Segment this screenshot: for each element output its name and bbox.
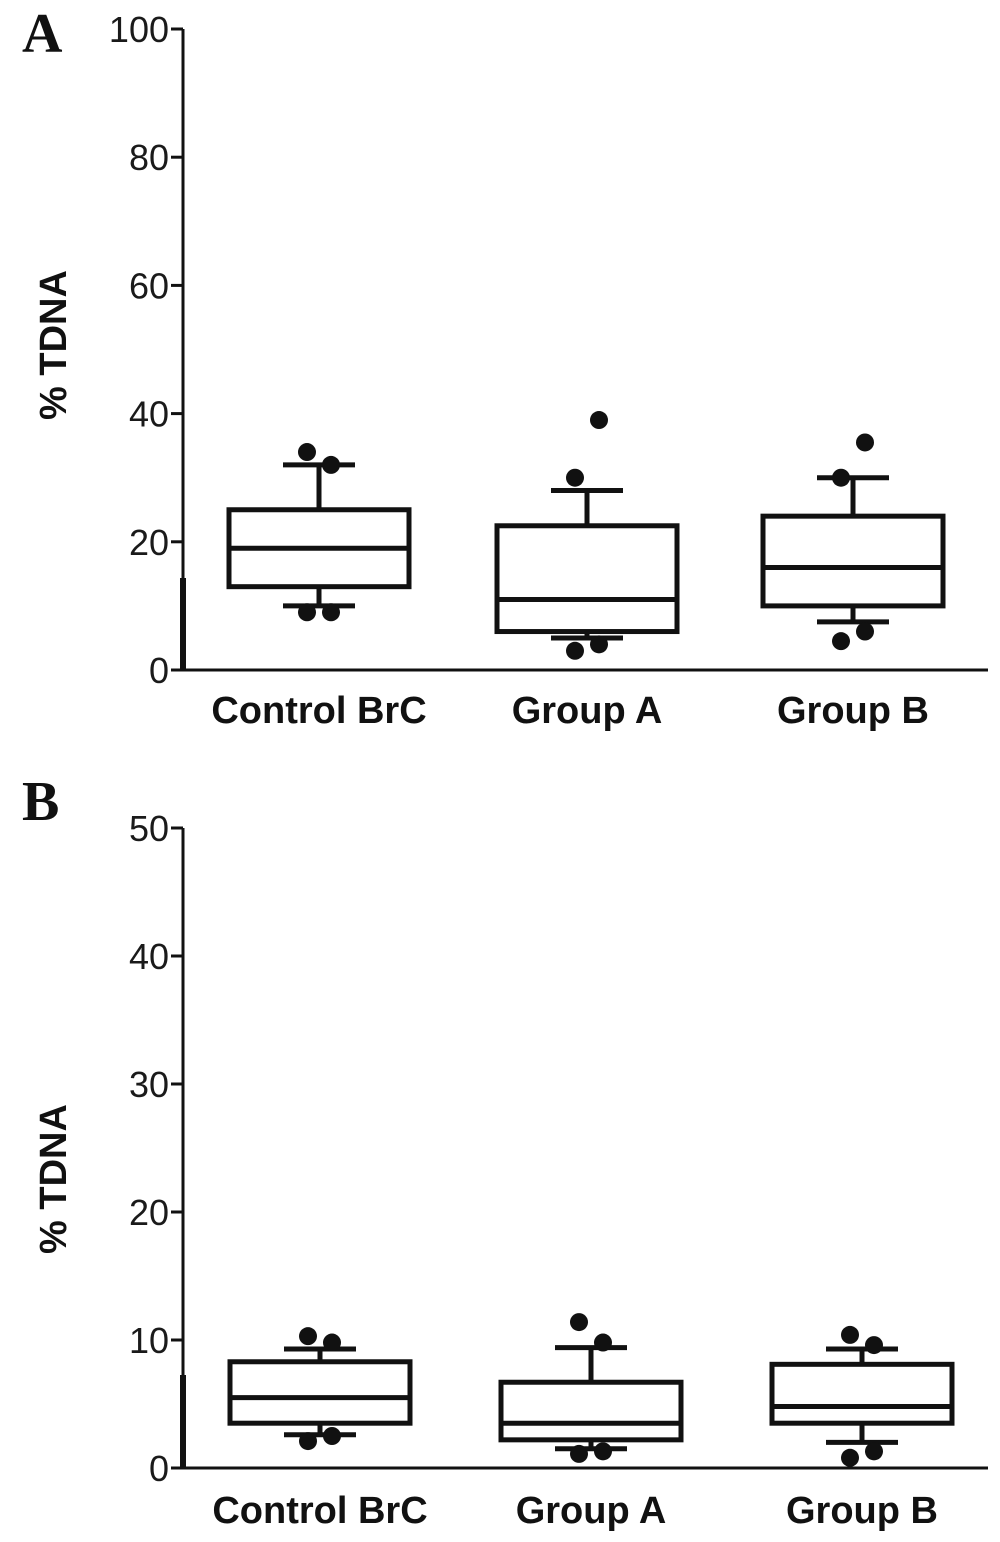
chart-panel-b: B % TDNA 0 10 20 30 40 50 Control BrC Group A Grou… bbox=[0, 771, 1000, 1542]
y-tick-label: 0 bbox=[149, 1448, 169, 1489]
outlier-point bbox=[856, 433, 874, 452]
outlier-point bbox=[299, 1327, 317, 1346]
box-plot-1 bbox=[494, 411, 680, 660]
outlier-point bbox=[323, 1427, 341, 1445]
x-tick-label: Group A bbox=[516, 1490, 667, 1532]
outlier-point bbox=[832, 632, 850, 651]
outlier-point bbox=[570, 1444, 588, 1463]
y-tick-label: 50 bbox=[129, 808, 169, 849]
x-tick-label: Group B bbox=[777, 690, 929, 732]
outlier-point bbox=[594, 1442, 612, 1461]
y-tick-label: 20 bbox=[129, 522, 169, 563]
chart-a-svg: A % TDNA 0 20 40 60 80 100 Control BrC Group A Gro… bbox=[22, 3, 988, 732]
outlier-point bbox=[566, 468, 584, 487]
box-plot-1 bbox=[498, 1313, 684, 1463]
iqr-box bbox=[769, 1361, 955, 1426]
x-tick-label: Group A bbox=[512, 690, 663, 732]
y-axis-label: % TDNA bbox=[33, 1104, 75, 1254]
outlier-point bbox=[566, 641, 584, 660]
x-tick-label: Control BrC bbox=[211, 690, 426, 732]
chart-b-svg: B % TDNA 0 10 20 30 40 50 Control BrC Group A Grou… bbox=[22, 771, 988, 1532]
outlier-point bbox=[322, 455, 340, 474]
outlier-point bbox=[856, 622, 874, 641]
panel-label: B bbox=[22, 771, 59, 833]
outlier-point bbox=[298, 603, 316, 622]
x-tick-label: Control BrC bbox=[212, 1490, 427, 1532]
outlier-point bbox=[298, 443, 316, 462]
y-tick-label: 60 bbox=[129, 265, 169, 306]
y-tick-label: 0 bbox=[149, 650, 169, 691]
outlier-point bbox=[841, 1448, 859, 1467]
box-plot-2 bbox=[769, 1325, 955, 1467]
chart-panel-a: A % TDNA 0 20 40 60 80 100 Control BrC Group A Gro… bbox=[22, 3, 988, 732]
iqr-box bbox=[498, 1379, 684, 1443]
y-tick-label: 40 bbox=[129, 936, 169, 977]
outlier-point bbox=[322, 603, 340, 622]
x-tick-label: Group B bbox=[786, 1490, 938, 1532]
y-tick-label: 30 bbox=[129, 1064, 169, 1105]
outlier-point bbox=[323, 1333, 341, 1352]
outlier-point bbox=[299, 1432, 317, 1451]
y-tick-label: 40 bbox=[129, 394, 169, 435]
outlier-point bbox=[570, 1313, 588, 1332]
outlier-point bbox=[865, 1336, 883, 1355]
box-plot-0 bbox=[226, 443, 412, 622]
outlier-point bbox=[832, 468, 850, 487]
y-tick-label: 80 bbox=[129, 137, 169, 178]
outlier-point bbox=[590, 411, 608, 430]
y-axis-label: % TDNA bbox=[33, 270, 75, 420]
iqr-box bbox=[760, 513, 946, 609]
y-tick-label: 20 bbox=[129, 1192, 169, 1233]
iqr-box bbox=[494, 523, 680, 635]
iqr-box bbox=[227, 1359, 413, 1426]
y-tick-label: 100 bbox=[109, 9, 169, 50]
outlier-point bbox=[594, 1333, 612, 1352]
box-plot-2 bbox=[760, 433, 946, 651]
panel-label: A bbox=[22, 3, 63, 65]
y-tick-label: 10 bbox=[129, 1320, 169, 1361]
outlier-point bbox=[865, 1442, 883, 1461]
outlier-point bbox=[590, 635, 608, 654]
box-plot-0 bbox=[227, 1327, 413, 1451]
outlier-point bbox=[841, 1325, 859, 1344]
